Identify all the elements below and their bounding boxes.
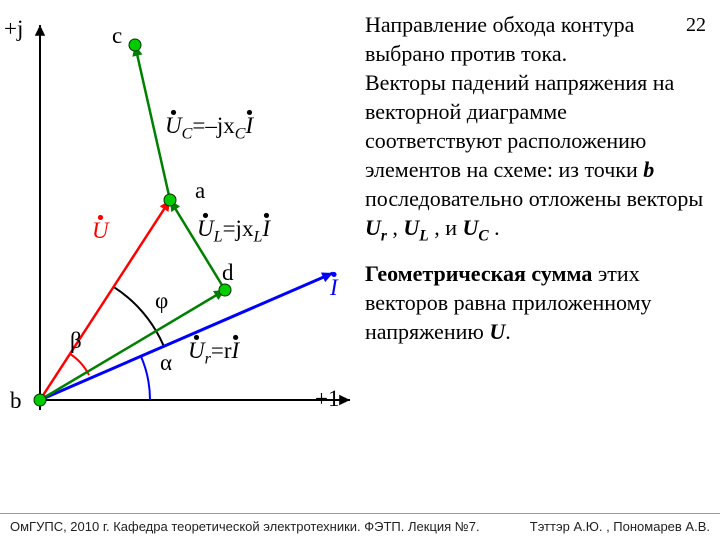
label-d: d: [222, 260, 234, 286]
paragraph-1: Направление обхода контура выбрано проти…: [365, 10, 705, 247]
label-b: b: [10, 388, 22, 414]
label-beta: β: [70, 328, 82, 354]
label-I: I: [330, 275, 338, 301]
vector-diagram: +j+1bcadαβφIUUr=rIUL=jxLIUC=–jxCI: [0, 0, 360, 470]
label-UC: UC=–jxCI: [165, 113, 253, 144]
label-U: U: [92, 218, 109, 244]
paragraph-2: Геометрическая сумма этих векторов равна…: [365, 259, 705, 346]
explanation-text: Направление обхода контура выбрано проти…: [365, 10, 705, 346]
label-Ur: Ur=rI: [188, 338, 239, 369]
label-UL: UL=jxLI: [197, 216, 270, 247]
footer: ОмГУПС, 2010 г. Кафедра теоретической эл…: [0, 513, 720, 534]
label-plus_1: +1: [315, 386, 339, 412]
label-phi: φ: [155, 288, 168, 314]
label-plus_j: +j: [4, 16, 23, 42]
footer-right: Тэттэр А.Ю. , Пономарев А.В.: [530, 519, 710, 534]
footer-left: ОмГУПС, 2010 г. Кафедра теоретической эл…: [10, 519, 480, 534]
label-alpha: α: [160, 350, 172, 376]
label-c: c: [112, 23, 122, 49]
